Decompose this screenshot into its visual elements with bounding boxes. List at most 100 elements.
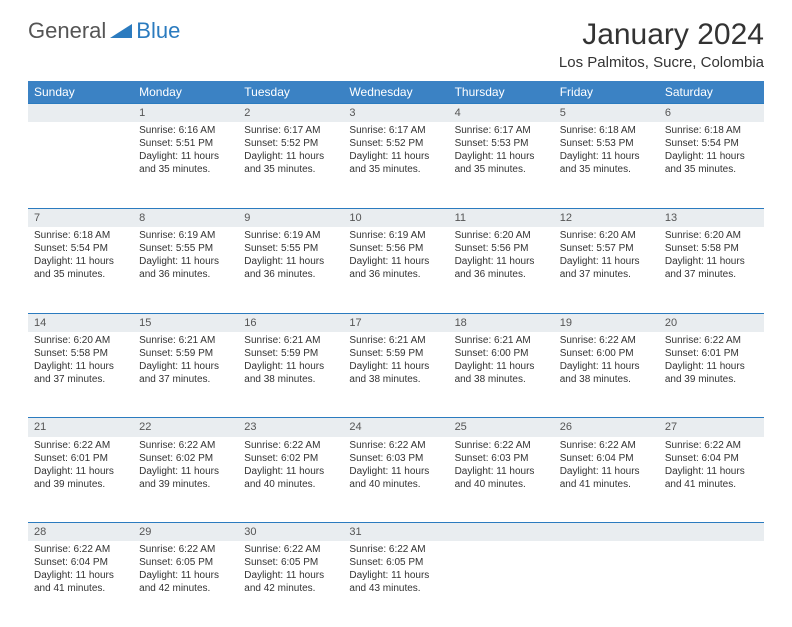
day-cell: Sunrise: 6:22 AMSunset: 6:05 PMDaylight:… bbox=[343, 541, 448, 627]
weekday-header: Thursday bbox=[449, 81, 554, 104]
sunset-text: Sunset: 5:55 PM bbox=[244, 242, 337, 255]
daylight-text-1: Daylight: 11 hours bbox=[244, 150, 337, 163]
sunset-text: Sunset: 6:02 PM bbox=[244, 452, 337, 465]
daylight-text-2: and 42 minutes. bbox=[244, 582, 337, 595]
daylight-text-2: and 35 minutes. bbox=[560, 163, 653, 176]
sunrise-text: Sunrise: 6:17 AM bbox=[455, 124, 548, 137]
day-number: 31 bbox=[343, 523, 448, 542]
daylight-text-1: Daylight: 11 hours bbox=[139, 465, 232, 478]
weekday-header: Wednesday bbox=[343, 81, 448, 104]
daylight-text-1: Daylight: 11 hours bbox=[560, 360, 653, 373]
day-number: 18 bbox=[449, 313, 554, 332]
day-cell: Sunrise: 6:22 AMSunset: 6:04 PMDaylight:… bbox=[659, 437, 764, 523]
sunset-text: Sunset: 5:56 PM bbox=[349, 242, 442, 255]
day-number: 2 bbox=[238, 104, 343, 123]
sunrise-text: Sunrise: 6:22 AM bbox=[560, 334, 653, 347]
daylight-text-1: Daylight: 11 hours bbox=[349, 150, 442, 163]
day-number: 15 bbox=[133, 313, 238, 332]
sunrise-text: Sunrise: 6:22 AM bbox=[244, 439, 337, 452]
logo-text-blue: Blue bbox=[136, 18, 180, 44]
day-detail-row: Sunrise: 6:22 AM Sunset: 6:01 PM Daylight:… bbox=[28, 437, 764, 523]
sunrise-text: Sunrise: 6:21 AM bbox=[244, 334, 337, 347]
day-number: 13 bbox=[659, 208, 764, 227]
sunrise-text: Sunrise: 6:21 AM bbox=[139, 334, 232, 347]
sunrise-text: Sunrise: 6:22 AM bbox=[560, 439, 653, 452]
weekday-header: Saturday bbox=[659, 81, 764, 104]
daylight-text-1: Daylight: 11 hours bbox=[244, 465, 337, 478]
sunset-text: Sunset: 6:04 PM bbox=[560, 452, 653, 465]
day-cell-empty bbox=[659, 541, 764, 627]
day-cell-empty bbox=[554, 541, 659, 627]
day-cell-empty bbox=[28, 122, 133, 208]
daylight-text-1: Daylight: 11 hours bbox=[139, 255, 232, 268]
day-number: 4 bbox=[449, 104, 554, 123]
daylight-text-2: and 39 minutes. bbox=[665, 373, 758, 386]
day-cell: Sunrise: 6:22 AMSunset: 6:03 PMDaylight:… bbox=[449, 437, 554, 523]
day-number: 5 bbox=[554, 104, 659, 123]
sunrise-text: Sunrise: 6:20 AM bbox=[560, 229, 653, 242]
day-cell: Sunrise: 6:21 AMSunset: 5:59 PMDaylight:… bbox=[133, 332, 238, 418]
day-cell: Sunrise: 6:19 AMSunset: 5:55 PMDaylight:… bbox=[238, 227, 343, 313]
day-cell: Sunrise: 6:16 AMSunset: 5:51 PMDaylight:… bbox=[133, 122, 238, 208]
day-number: 8 bbox=[133, 208, 238, 227]
sunset-text: Sunset: 6:01 PM bbox=[34, 452, 127, 465]
sunrise-text: Sunrise: 6:22 AM bbox=[665, 439, 758, 452]
sunset-text: Sunset: 5:53 PM bbox=[455, 137, 548, 150]
daylight-text-2: and 38 minutes. bbox=[244, 373, 337, 386]
logo-text-general: General bbox=[28, 18, 106, 44]
day-cell: Sunrise: 6:22 AMSunset: 6:00 PMDaylight:… bbox=[554, 332, 659, 418]
sunset-text: Sunset: 5:56 PM bbox=[455, 242, 548, 255]
day-number-row: 78910111213 bbox=[28, 208, 764, 227]
day-detail-row: Sunrise: 6:20 AMSunset: 5:58 PM Daylight:… bbox=[28, 332, 764, 418]
logo-triangle-icon bbox=[110, 24, 132, 38]
day-number: 3 bbox=[343, 104, 448, 123]
day-cell: Sunrise: 6:22 AMSunset: 6:04 PMDaylight:… bbox=[28, 541, 133, 627]
day-cell: Sunrise: 6:17 AMSunset: 5:52 PMDaylight:… bbox=[343, 122, 448, 208]
daylight-text-2: and 36 minutes. bbox=[349, 268, 442, 281]
day-number: 16 bbox=[238, 313, 343, 332]
sunset-text: Sunset: 5:58 PM bbox=[34, 347, 127, 360]
daylight-text-2: and 40 minutes. bbox=[349, 478, 442, 491]
daylight-text-1: Daylight: 11 hours bbox=[560, 255, 653, 268]
sunset-text: Sunset: 6:00 PM bbox=[560, 347, 653, 360]
location: Los Palmitos, Sucre, Colombia bbox=[559, 54, 764, 71]
sunrise-text: Sunrise: 6:20 AM bbox=[34, 334, 127, 347]
day-cell: Sunrise: 6:20 AMSunset: 5:58 PMDaylight:… bbox=[28, 332, 133, 418]
daylight-text-1: Daylight: 11 hours bbox=[455, 360, 548, 373]
daylight-text-2: and 38 minutes. bbox=[455, 373, 548, 386]
daylight-text-2: and 41 minutes. bbox=[560, 478, 653, 491]
daylight-text-1: Daylight: 11 hours bbox=[455, 465, 548, 478]
sunset-text: Sunset: 6:05 PM bbox=[349, 556, 442, 569]
day-cell: Sunrise: 6:21 AMSunset: 5:59 PMDaylight:… bbox=[343, 332, 448, 418]
day-number: 25 bbox=[449, 418, 554, 437]
sunset-text: Sunset: 6:03 PM bbox=[349, 452, 442, 465]
daylight-text-2: and 36 minutes. bbox=[139, 268, 232, 281]
day-number: 23 bbox=[238, 418, 343, 437]
weekday-header-row: SundayMondayTuesdayWednesdayThursdayFrid… bbox=[28, 81, 764, 104]
daylight-text-1: Daylight: 11 hours bbox=[349, 569, 442, 582]
sunrise-text: Sunrise: 6:22 AM bbox=[139, 439, 232, 452]
daylight-text-2: and 35 minutes. bbox=[665, 163, 758, 176]
day-number-row: 14151617181920 bbox=[28, 313, 764, 332]
day-cell: Sunrise: 6:20 AMSunset: 5:56 PMDaylight:… bbox=[449, 227, 554, 313]
sunrise-text: Sunrise: 6:21 AM bbox=[455, 334, 548, 347]
logo: General Blue bbox=[28, 18, 180, 44]
sunrise-text: Sunrise: 6:18 AM bbox=[665, 124, 758, 137]
sunrise-text: Sunrise: 6:16 AM bbox=[139, 124, 232, 137]
day-number: 12 bbox=[554, 208, 659, 227]
daylight-text-2: and 35 minutes. bbox=[455, 163, 548, 176]
sunset-text: Sunset: 6:05 PM bbox=[139, 556, 232, 569]
day-number-empty bbox=[554, 523, 659, 542]
sunset-text: Sunset: 6:03 PM bbox=[455, 452, 548, 465]
sunset-text: Sunset: 6:04 PM bbox=[34, 556, 127, 569]
daylight-text-1: Daylight: 11 hours bbox=[244, 569, 337, 582]
daylight-text-2: and 37 minutes. bbox=[560, 268, 653, 281]
day-number: 9 bbox=[238, 208, 343, 227]
sunrise-text: Sunrise: 6:22 AM bbox=[139, 543, 232, 556]
daylight-text-2: and 35 minutes. bbox=[34, 268, 127, 281]
day-cell: Sunrise: 6:22 AMSunset: 6:04 PMDaylight:… bbox=[554, 437, 659, 523]
month-title: January 2024 bbox=[559, 18, 764, 52]
daylight-text-2: and 36 minutes. bbox=[244, 268, 337, 281]
daylight-text-2: and 41 minutes. bbox=[34, 582, 127, 595]
day-number: 14 bbox=[28, 313, 133, 332]
